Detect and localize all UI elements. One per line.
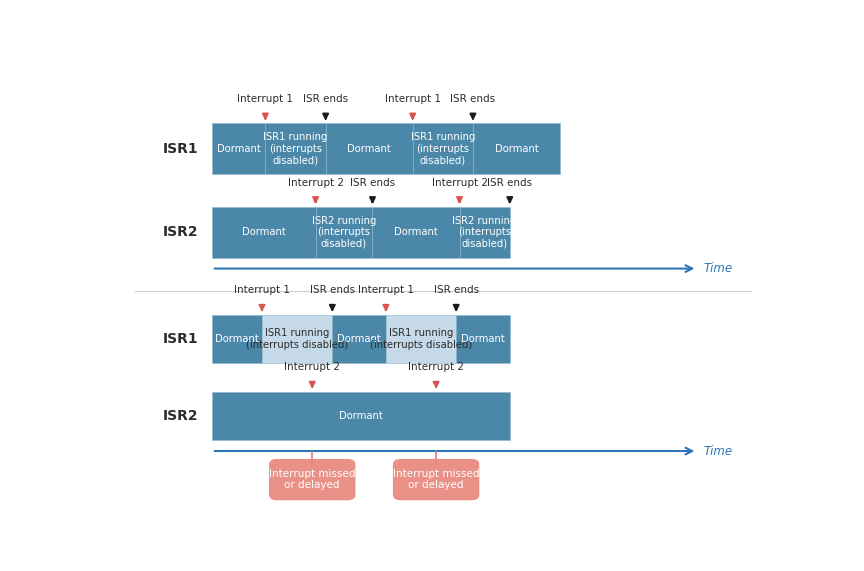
Text: Dormant: Dormant [394,227,438,238]
Text: Interrupt 1: Interrupt 1 [358,286,414,295]
Text: Dormant: Dormant [461,334,505,344]
Text: Interrupt 2: Interrupt 2 [284,363,340,372]
FancyBboxPatch shape [212,392,510,440]
Text: ISR2 running
(interrupts
disabled): ISR2 running (interrupts disabled) [312,216,376,249]
Text: ISR1 running
(interrupts disabled): ISR1 running (interrupts disabled) [370,328,472,349]
FancyBboxPatch shape [262,315,333,363]
FancyBboxPatch shape [269,459,355,500]
FancyBboxPatch shape [460,207,510,258]
Text: ISR2: ISR2 [162,409,199,423]
FancyBboxPatch shape [473,123,560,174]
Text: Interrupt 1: Interrupt 1 [384,94,441,104]
Text: Dormant: Dormant [347,144,391,154]
FancyBboxPatch shape [333,315,386,363]
Text: ISR2: ISR2 [162,226,199,239]
Text: Interrupt 1: Interrupt 1 [234,286,290,295]
FancyBboxPatch shape [393,459,480,500]
Text: ISR ends: ISR ends [434,286,479,295]
Text: Time: Time [704,445,733,457]
FancyBboxPatch shape [212,123,265,174]
FancyBboxPatch shape [386,315,456,363]
Text: Dormant: Dormant [215,334,259,344]
Text: Time: Time [704,262,733,275]
FancyBboxPatch shape [372,207,460,258]
FancyBboxPatch shape [212,207,315,258]
Text: Interrupt 2: Interrupt 2 [431,178,487,188]
Text: ISR ends: ISR ends [487,178,532,188]
Text: ISR ends: ISR ends [350,178,395,188]
Text: ISR1 running
(interrupts disabled): ISR1 running (interrupts disabled) [246,328,348,349]
Text: ISR ends: ISR ends [310,286,355,295]
Text: ISR2 running
(interrupts
disabled): ISR2 running (interrupts disabled) [453,216,517,249]
FancyBboxPatch shape [413,123,473,174]
FancyBboxPatch shape [212,315,262,363]
Text: Interrupt 1: Interrupt 1 [238,94,294,104]
Text: Dormant: Dormant [217,144,260,154]
Text: Interrupt 2: Interrupt 2 [288,178,344,188]
Text: ISR ends: ISR ends [450,94,495,104]
FancyBboxPatch shape [315,207,372,258]
FancyBboxPatch shape [456,315,510,363]
FancyBboxPatch shape [326,123,413,174]
FancyBboxPatch shape [265,123,326,174]
Text: Interrupt 2: Interrupt 2 [408,363,464,372]
Text: ISR1: ISR1 [162,332,199,346]
Text: ISR1: ISR1 [162,142,199,156]
Text: Dormant: Dormant [339,411,383,421]
Text: ISR1 running
(interrupts
disabled): ISR1 running (interrupts disabled) [410,132,475,166]
Text: Interrupt missed
or delayed: Interrupt missed or delayed [269,469,355,490]
Text: Dormant: Dormant [494,144,538,154]
Text: ISR ends: ISR ends [303,94,348,104]
Text: Interrupt missed
or delayed: Interrupt missed or delayed [393,469,480,490]
Text: Dormant: Dormant [242,227,286,238]
Text: ISR1 running
(interrupts
disabled): ISR1 running (interrupts disabled) [264,132,327,166]
Text: Dormant: Dormant [337,334,381,344]
